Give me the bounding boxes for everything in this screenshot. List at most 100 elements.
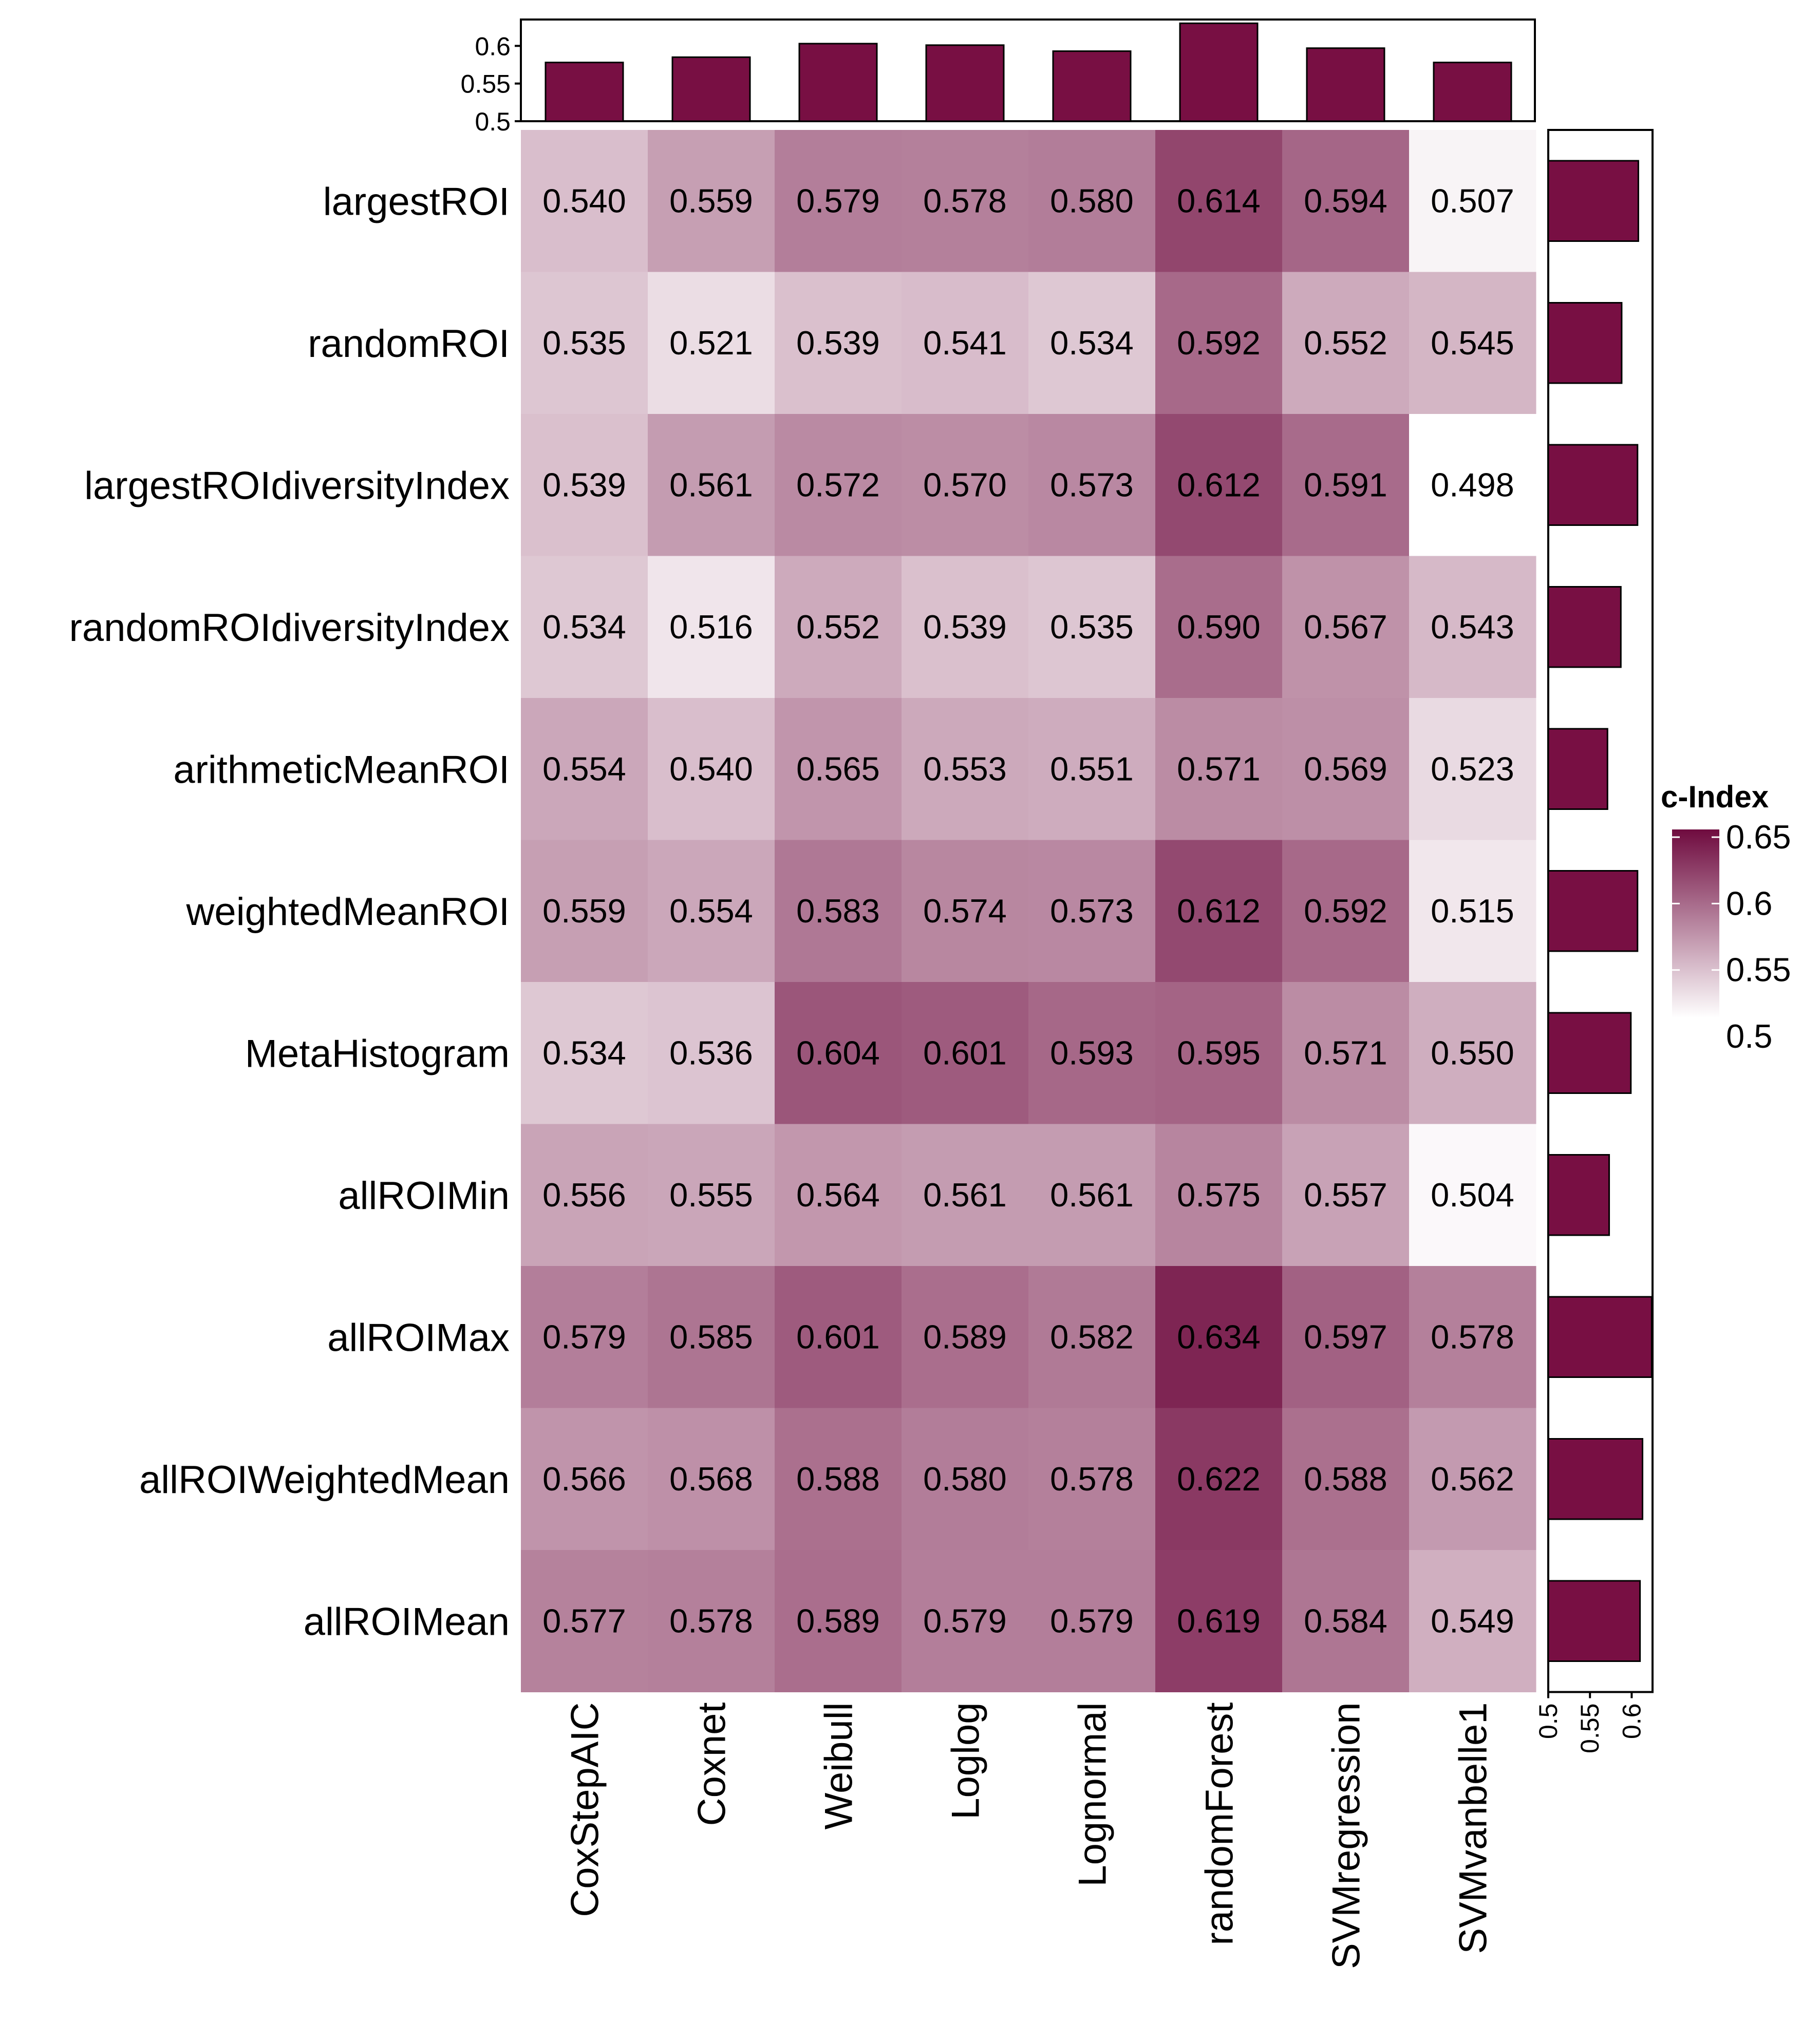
heatmap-cell xyxy=(521,556,648,698)
cell-value-label: 0.579 xyxy=(923,1602,1007,1639)
heatmap-cell xyxy=(775,1408,902,1551)
cell-value-label: 0.583 xyxy=(796,892,880,930)
heatmap-cell xyxy=(1155,1266,1283,1408)
heatmap-cell xyxy=(1409,1550,1536,1692)
heatmap-cell xyxy=(1282,982,1410,1124)
cell-value-label: 0.565 xyxy=(796,750,880,787)
heatmap-cell xyxy=(902,982,1029,1124)
column-labels: CoxStepAIC Coxnet Weibull Loglog Lognormal ra… xyxy=(564,1703,1495,1970)
row-label: MetaHistogram xyxy=(245,1032,510,1075)
heatmap-cell xyxy=(775,840,902,982)
column-label: SVMvanbelle1 xyxy=(1452,1703,1495,1954)
top-axis-tick-label: 0.55 xyxy=(461,70,511,99)
cell-value-label: 0.592 xyxy=(1177,324,1261,362)
heatmap-cell xyxy=(775,556,902,698)
heatmap-cell xyxy=(902,414,1029,556)
heatmap-cell xyxy=(775,1550,902,1692)
top-bar xyxy=(1179,22,1259,122)
heatmap-cell xyxy=(648,982,775,1124)
cell-value-label: 0.568 xyxy=(669,1460,753,1498)
cell-value-label: 0.539 xyxy=(796,324,880,362)
cell-value-label: 0.580 xyxy=(923,1460,1007,1498)
heatmap-cell xyxy=(1409,130,1536,272)
cell-value-label: 0.504 xyxy=(1431,1176,1514,1214)
cell-value-label: 0.556 xyxy=(542,1176,626,1214)
cell-value-label: 0.552 xyxy=(1304,324,1387,362)
heatmap-cell xyxy=(1028,1550,1156,1692)
heatmap-cell xyxy=(1028,1408,1156,1551)
row-labels: largestROI randomROI largestROIdiversityIn… xyxy=(69,180,510,1643)
side-axis-tick-label: 0.55 xyxy=(1575,1704,1604,1753)
cell-value-label: 0.591 xyxy=(1304,466,1387,503)
heatmap-cell xyxy=(1028,272,1156,414)
heatmap-cell xyxy=(521,130,648,272)
side-bar-chart: 0.5 0.55 0.6 xyxy=(1534,129,1654,1753)
column-label: Coxnet xyxy=(690,1703,734,1826)
heatmap-cell xyxy=(1409,1408,1536,1551)
heatmap-cell xyxy=(521,982,648,1124)
column-label: randomForest xyxy=(1198,1703,1242,1945)
cell-value-label: 0.559 xyxy=(669,182,753,219)
cell-value-label: 0.507 xyxy=(1431,182,1514,219)
cell-value-label: 0.593 xyxy=(1050,1034,1134,1071)
heatmap-cell xyxy=(648,556,775,698)
heatmap-cell xyxy=(902,556,1029,698)
cell-value-label: 0.543 xyxy=(1431,608,1514,646)
heatmap-cell xyxy=(648,1124,775,1267)
cell-value-label: 0.622 xyxy=(1177,1460,1261,1498)
cell-value-label: 0.595 xyxy=(1177,1034,1261,1071)
cell-value-label: 0.549 xyxy=(1431,1602,1514,1639)
side-bar xyxy=(1547,1296,1653,1378)
cell-value-label: 0.575 xyxy=(1177,1176,1261,1214)
heatmap-cell xyxy=(521,1408,648,1551)
heatmap-cell xyxy=(1155,1550,1283,1692)
heatmap-cell xyxy=(1028,556,1156,698)
row-label: randomROI xyxy=(308,322,510,366)
side-axis-tick-label: 0.6 xyxy=(1617,1704,1646,1740)
heatmap-cell xyxy=(775,1266,902,1408)
heatmap-cell xyxy=(1409,1266,1536,1408)
top-bar xyxy=(925,44,1005,122)
cell-value-label: 0.578 xyxy=(923,182,1007,219)
heatmap-cell xyxy=(521,414,648,556)
heatmap-cell xyxy=(1028,130,1156,272)
cell-value-label: 0.578 xyxy=(669,1602,753,1639)
heatmap-grid: 0.540 0.559 0.579 0.578 0.580 0.614 0.594 0.507… xyxy=(521,130,1536,1692)
cell-value-label: 0.515 xyxy=(1431,892,1514,930)
row-label: allROIMin xyxy=(338,1174,510,1218)
cell-value-label: 0.573 xyxy=(1050,466,1134,503)
cell-value-label: 0.554 xyxy=(542,750,626,787)
top-bar xyxy=(798,43,878,122)
cell-value-label: 0.566 xyxy=(542,1460,626,1498)
heatmap-cell xyxy=(1282,272,1410,414)
top-bar xyxy=(1433,62,1512,122)
cell-value-label: 0.535 xyxy=(1050,608,1134,646)
heatmap-cell xyxy=(1155,840,1283,982)
cell-value-label: 0.561 xyxy=(923,1176,1007,1214)
top-bar-panel xyxy=(520,18,1536,122)
cell-value-label: 0.552 xyxy=(796,608,880,646)
cell-value-label: 0.539 xyxy=(923,608,1007,646)
heatmap-cell xyxy=(1409,698,1536,840)
cell-value-label: 0.580 xyxy=(1050,182,1134,219)
cell-value-label: 0.579 xyxy=(542,1318,626,1355)
side-bar xyxy=(1547,160,1639,242)
row-label: arithmeticMeanROI xyxy=(173,748,510,791)
top-bar xyxy=(1306,47,1385,122)
heatmap-cell xyxy=(902,272,1029,414)
heatmap-cell xyxy=(1155,414,1283,556)
cell-value-label: 0.551 xyxy=(1050,750,1134,787)
cell-value-label: 0.540 xyxy=(669,750,753,787)
side-bar xyxy=(1547,586,1622,668)
cell-value-label: 0.597 xyxy=(1304,1318,1387,1355)
heatmap-cell xyxy=(775,414,902,556)
heatmap-cell xyxy=(1155,130,1283,272)
cell-value-label: 0.601 xyxy=(923,1034,1007,1071)
cell-value-label: 0.588 xyxy=(1304,1460,1387,1498)
row-label: allROIMean xyxy=(304,1600,510,1643)
row-label: largestROIdiversityIndex xyxy=(84,464,510,507)
row-label: randomROIdiversityIndex xyxy=(69,606,510,650)
column-label: CoxStepAIC xyxy=(564,1703,607,1917)
cell-value-label: 0.541 xyxy=(923,324,1007,362)
row-label: allROIWeightedMean xyxy=(139,1458,510,1502)
